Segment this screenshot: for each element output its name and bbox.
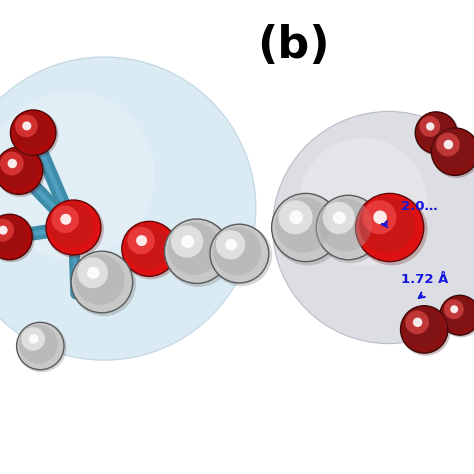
Circle shape xyxy=(415,112,459,156)
Circle shape xyxy=(317,196,384,263)
Circle shape xyxy=(359,197,415,253)
Circle shape xyxy=(323,202,355,234)
Circle shape xyxy=(128,227,155,255)
Circle shape xyxy=(71,251,133,313)
Circle shape xyxy=(0,147,46,197)
Circle shape xyxy=(299,138,427,266)
Circle shape xyxy=(401,306,450,356)
Circle shape xyxy=(136,235,147,246)
Circle shape xyxy=(426,122,434,131)
Circle shape xyxy=(362,200,396,234)
Circle shape xyxy=(0,147,43,194)
Circle shape xyxy=(444,140,453,149)
Circle shape xyxy=(0,152,24,175)
Circle shape xyxy=(17,322,66,373)
Circle shape xyxy=(22,121,31,130)
Circle shape xyxy=(171,226,203,258)
Circle shape xyxy=(333,211,346,224)
Circle shape xyxy=(272,193,340,262)
Circle shape xyxy=(10,110,58,158)
Circle shape xyxy=(450,305,458,313)
Circle shape xyxy=(52,206,79,233)
Circle shape xyxy=(46,200,101,255)
Circle shape xyxy=(125,224,170,269)
Circle shape xyxy=(10,110,56,155)
Circle shape xyxy=(87,266,100,279)
Circle shape xyxy=(415,112,457,154)
Circle shape xyxy=(319,199,372,251)
Circle shape xyxy=(122,222,180,279)
Circle shape xyxy=(225,239,237,251)
Circle shape xyxy=(77,257,108,288)
Circle shape xyxy=(74,255,125,305)
Circle shape xyxy=(122,221,177,276)
Circle shape xyxy=(0,226,8,235)
Circle shape xyxy=(216,230,245,259)
Circle shape xyxy=(0,219,14,242)
Circle shape xyxy=(417,114,452,148)
Circle shape xyxy=(278,200,312,234)
Circle shape xyxy=(434,130,473,169)
Circle shape xyxy=(440,295,474,337)
Circle shape xyxy=(8,159,17,168)
Text: 2.0…: 2.0… xyxy=(401,200,437,213)
Circle shape xyxy=(165,219,232,287)
Circle shape xyxy=(21,327,45,351)
Text: 1.72 Å: 1.72 Å xyxy=(401,273,448,286)
Circle shape xyxy=(19,325,58,364)
Circle shape xyxy=(356,194,428,265)
Circle shape xyxy=(413,318,422,327)
Circle shape xyxy=(444,299,464,319)
Circle shape xyxy=(210,224,269,283)
Circle shape xyxy=(15,115,38,137)
Circle shape xyxy=(316,195,381,260)
Circle shape xyxy=(0,92,155,259)
Circle shape xyxy=(0,149,36,188)
Circle shape xyxy=(0,217,27,254)
Circle shape xyxy=(272,194,344,265)
Circle shape xyxy=(419,116,440,137)
Circle shape xyxy=(436,133,460,156)
Circle shape xyxy=(431,128,474,175)
Circle shape xyxy=(72,252,136,316)
Circle shape xyxy=(0,214,35,262)
Circle shape xyxy=(168,222,220,275)
Circle shape xyxy=(440,295,474,335)
Circle shape xyxy=(373,210,387,224)
Circle shape xyxy=(13,112,50,150)
Circle shape xyxy=(210,225,272,286)
Circle shape xyxy=(405,310,429,334)
Circle shape xyxy=(401,306,448,353)
Circle shape xyxy=(213,227,261,275)
Circle shape xyxy=(275,197,331,253)
Circle shape xyxy=(46,201,104,258)
Circle shape xyxy=(403,308,442,347)
Circle shape xyxy=(0,214,32,260)
Text: (b): (b) xyxy=(257,24,330,67)
Circle shape xyxy=(356,193,424,262)
Circle shape xyxy=(60,214,71,225)
Circle shape xyxy=(181,235,194,248)
Circle shape xyxy=(164,219,229,283)
Circle shape xyxy=(442,297,474,330)
Circle shape xyxy=(431,128,474,178)
Circle shape xyxy=(0,57,256,360)
Circle shape xyxy=(289,210,303,224)
Circle shape xyxy=(17,322,64,370)
Circle shape xyxy=(273,111,474,344)
Circle shape xyxy=(49,203,94,248)
Circle shape xyxy=(29,334,38,344)
